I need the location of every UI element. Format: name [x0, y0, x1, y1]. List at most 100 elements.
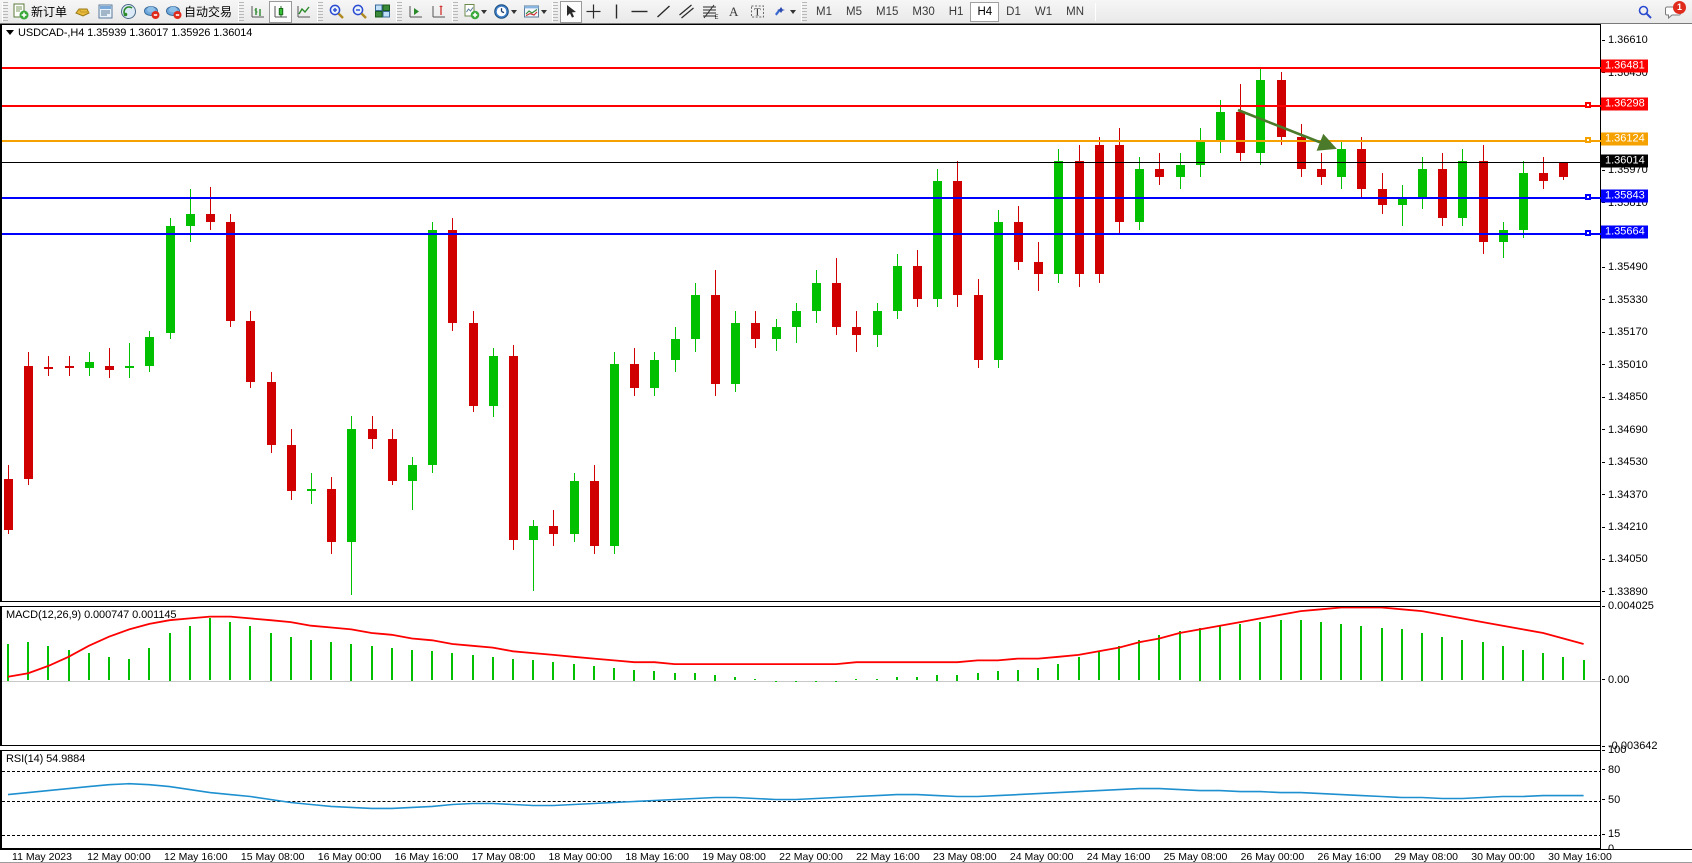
timeframe-h4-button[interactable]: H4 — [970, 1, 1000, 22]
level-line-support-1[interactable] — [2, 196, 1602, 199]
level-price-label-current-price[interactable]: 1.36014 — [1601, 154, 1648, 168]
macd-pane[interactable]: MACD(12,26,9) 0.000747 0.001145 — [0, 606, 1655, 746]
candle-body — [1074, 160, 1084, 275]
tick-dash — [1602, 331, 1605, 333]
chevron-down-icon[interactable] — [511, 9, 518, 14]
macd-pane-title: MACD(12,26,9) 0.000747 0.001145 — [6, 609, 177, 621]
level-price-label-resistance-2[interactable]: 1.36298 — [1601, 97, 1648, 110]
level-price-label-support-2[interactable]: 1.35664 — [1601, 225, 1648, 239]
time-tick-label: 24 May 00:00 — [1009, 851, 1074, 863]
level-handle-support-2[interactable] — [1585, 230, 1591, 237]
zoom-out-button[interactable] — [348, 1, 371, 23]
timeframe-d1-button[interactable]: D1 — [999, 2, 1028, 22]
level-price-label-support-1[interactable]: 1.35843 — [1601, 189, 1648, 203]
macd-histogram-bar — [1582, 660, 1585, 681]
level-price-label-pivot[interactable]: 1.36124 — [1601, 132, 1648, 146]
timeframe-m15-button[interactable]: M15 — [869, 2, 905, 22]
candle-body — [731, 323, 741, 384]
price-scale[interactable]: 1.36610 1.36450 1.36290 1.36124 1.35970 … — [1600, 24, 1692, 863]
trendline-button[interactable] — [652, 1, 675, 23]
arrows-shapes-button[interactable] — [769, 1, 799, 23]
signal-button[interactable] — [117, 1, 140, 23]
price-plot[interactable] — [2, 25, 1655, 601]
new-order-button[interactable]: 新订单 — [10, 1, 71, 23]
toolbar-grip-chart-type[interactable] — [238, 1, 245, 22]
tick-dash — [1602, 364, 1605, 366]
zoom-in-button[interactable] — [325, 1, 348, 23]
search-icon[interactable] — [1634, 1, 1656, 23]
level-line-pivot[interactable] — [2, 139, 1602, 142]
timeframe-m30-button[interactable]: M30 — [905, 2, 941, 22]
level-line-resistance-2[interactable] — [2, 104, 1602, 107]
add-indicator-button[interactable] — [460, 1, 490, 23]
autotrade-button[interactable]: 自动交易 — [163, 1, 236, 23]
notification-balloon-icon[interactable]: 1 — [1662, 0, 1686, 23]
toolbar-grip-scroll[interactable] — [396, 1, 403, 22]
fibonacci-retracement-button[interactable]: E — [698, 1, 723, 23]
toolbar-grip-draw-tools[interactable] — [552, 1, 559, 22]
vertical-line-button[interactable] — [605, 1, 627, 23]
terminal-window-button[interactable] — [94, 1, 117, 23]
level-price-label-resistance-1[interactable]: 1.36481 — [1601, 59, 1648, 73]
chevron-down-icon[interactable] — [541, 9, 548, 14]
timeframe-label: H1 — [948, 5, 964, 18]
candle-body — [105, 365, 114, 370]
candle-body — [24, 365, 34, 480]
level-handle-resistance-2[interactable] — [1585, 101, 1591, 108]
toolbar-grip-timeframes[interactable] — [801, 1, 808, 22]
collapse-triangle-icon[interactable] — [6, 29, 14, 35]
tile-windows-button[interactable] — [371, 1, 394, 23]
level-handle-pivot[interactable] — [1585, 136, 1591, 143]
text-box-button[interactable]: T — [746, 1, 769, 23]
price-pane[interactable]: USDCAD-,H4 1.35939 1.36017 1.35926 1.360… — [0, 24, 1655, 602]
arrows-shapes-icon — [772, 3, 789, 20]
level-handle-support-1[interactable] — [1585, 193, 1591, 200]
level-line-support-2[interactable] — [2, 233, 1602, 236]
tick-dash — [1602, 461, 1605, 463]
chevron-down-icon[interactable] — [790, 9, 797, 14]
tick-dash — [1602, 799, 1605, 801]
macd-tick: -0.003642 — [1602, 740, 1658, 752]
bar-chart-button[interactable] — [246, 1, 269, 23]
time-scale[interactable]: 11 May 2023 12 May 00:00 12 May 16:00 15… — [0, 849, 1692, 863]
level-line-current-price[interactable] — [2, 162, 1602, 164]
timeframe-mn-button[interactable]: MN — [1059, 2, 1091, 22]
line-chart-button[interactable] — [292, 1, 315, 23]
macd-histogram-bar — [1421, 633, 1423, 681]
expert-advisor-button[interactable] — [140, 1, 163, 23]
toolbar-grip-orders[interactable] — [2, 1, 8, 22]
toolbar-grip-zoom[interactable] — [317, 1, 324, 22]
timeframe-w1-button[interactable]: W1 — [1028, 2, 1059, 22]
macd-histogram-bar — [895, 676, 898, 681]
crosshair-icon — [585, 3, 602, 20]
timeframe-m5-button[interactable]: M5 — [839, 2, 869, 22]
templates-button[interactable] — [520, 1, 550, 23]
auto-scroll-button[interactable] — [404, 1, 427, 23]
price-tick-label: 1.34850 — [1608, 391, 1648, 404]
level-price-text: 1.35664 — [1605, 225, 1645, 238]
equidistant-channel-button[interactable] — [675, 1, 698, 23]
rsi-plot[interactable] — [2, 751, 1655, 848]
gold-bar-button[interactable] — [71, 1, 94, 23]
horizontal-line-button[interactable] — [627, 1, 652, 23]
crosshair-button[interactable] — [582, 1, 605, 23]
cursor-arrow-button[interactable] — [560, 0, 583, 23]
level-line-resistance-1[interactable] — [2, 67, 1602, 70]
toolbar-grip-insert[interactable] — [452, 1, 459, 22]
time-tick: 22 May 00:00 — [779, 851, 843, 863]
price-tick: 1.34850 — [1602, 391, 1648, 403]
rsi-pane[interactable]: RSI(14) 54.9884 — [0, 750, 1655, 849]
timeframe-m1-button[interactable]: M1 — [809, 2, 839, 22]
period-clock-button[interactable] — [490, 1, 520, 23]
chevron-down-icon[interactable] — [481, 9, 488, 14]
timeframe-h1-button[interactable]: H1 — [942, 2, 971, 22]
macd-histogram-bar — [1178, 631, 1181, 681]
chart-area[interactable]: USDCAD-,H4 1.35939 1.36017 1.35926 1.360… — [0, 24, 1692, 863]
text-label-button[interactable]: A — [723, 1, 746, 23]
chart-shift-button[interactable] — [427, 1, 450, 23]
macd-plot[interactable] — [2, 607, 1655, 745]
downtrend-arrow-annotation[interactable] — [2, 25, 1602, 601]
time-tick-label: 12 May 00:00 — [87, 851, 151, 863]
macd-histogram-bar — [269, 633, 272, 681]
candlestick-chart-button[interactable] — [269, 0, 293, 23]
